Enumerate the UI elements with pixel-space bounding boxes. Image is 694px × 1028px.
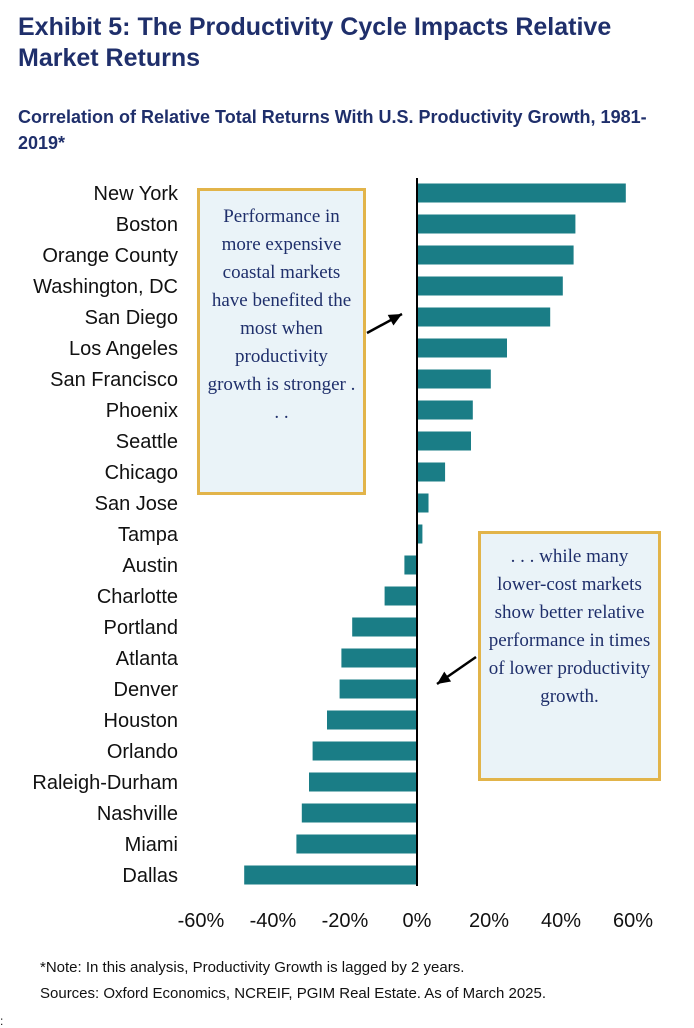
category-label: Denver (114, 679, 179, 701)
x-tick-label: 40% (541, 910, 581, 932)
bar-austin (404, 555, 417, 575)
x-tick-label: 60% (613, 910, 653, 932)
category-label: Atlanta (116, 648, 179, 670)
category-label: Austin (122, 555, 178, 577)
bar-dallas (244, 865, 417, 885)
bar-new-york (417, 183, 626, 203)
category-label: Orange County (42, 245, 178, 267)
bar-washington-dc (417, 276, 563, 296)
x-tick-label: 20% (469, 910, 509, 932)
category-label: San Jose (95, 493, 178, 515)
bar-orlando (312, 741, 417, 761)
category-label: Seattle (116, 431, 178, 453)
category-label: Portland (104, 617, 179, 639)
bar-tampa (417, 524, 423, 544)
category-label: New York (94, 183, 179, 205)
callout-lower-cost-markets: . . . while many lower-cost markets show… (478, 531, 661, 781)
category-label: Nashville (97, 803, 178, 825)
x-tick-label: 0% (403, 910, 432, 932)
category-label: Orlando (107, 741, 178, 763)
bar-san-diego (417, 307, 551, 327)
category-labels: New York Boston Orange County Washington, D… (32, 183, 179, 887)
callout-arrows (366, 312, 477, 686)
bar-nashville (301, 803, 417, 823)
bar-los-angeles (417, 338, 507, 358)
bar-chicago (417, 462, 446, 482)
bar-phoenix (417, 400, 473, 420)
x-tick-labels: -60% -40% -20% 0% 20% 40% 60% (178, 910, 654, 932)
bar-houston (327, 710, 417, 730)
bar-atlanta (341, 648, 417, 668)
footnote-sources: Sources: Oxford Economics, NCREIF, PGIM … (40, 985, 547, 1002)
category-label: Phoenix (106, 400, 178, 422)
category-label: Los Angeles (69, 338, 178, 360)
x-tick-label: -60% (178, 910, 225, 932)
category-label: Raleigh-Durham (32, 772, 178, 794)
bar-miami (296, 834, 417, 854)
bars-group (244, 183, 626, 885)
page-edge-mark: : (0, 1014, 4, 1028)
bar-raleigh-durham (309, 772, 417, 792)
category-label: Charlotte (97, 586, 178, 608)
category-label: Houston (104, 710, 179, 732)
category-label: San Francisco (50, 369, 178, 391)
category-label: Tampa (118, 524, 179, 546)
bar-portland (352, 617, 417, 637)
bar-orange-county (417, 245, 574, 265)
arrow-lower-cost-icon (436, 655, 477, 686)
chart-title: Exhibit 5: The Productivity Cycle Impact… (18, 13, 612, 72)
chart-subtitle: Correlation of Relative Total Returns Wi… (18, 107, 647, 153)
bar-charlotte (384, 586, 417, 606)
bar-denver (339, 679, 417, 699)
bar-san-francisco (417, 369, 491, 389)
category-label: Chicago (105, 462, 178, 484)
category-label: San Diego (85, 307, 178, 329)
arrow-coastal-icon (366, 312, 403, 335)
category-label: Dallas (122, 865, 178, 887)
category-label: Miami (125, 834, 178, 856)
category-label: Boston (116, 214, 178, 236)
bar-seattle (417, 431, 471, 451)
category-label: Washington, DC (33, 276, 178, 298)
bar-boston (417, 214, 576, 234)
footnote-note: *Note: In this analysis, Productivity Gr… (40, 959, 465, 976)
bar-san-jose (417, 493, 429, 513)
callout-coastal-markets: Performance in more expensive coastal ma… (197, 188, 366, 495)
x-tick-label: -20% (322, 910, 369, 932)
x-tick-label: -40% (250, 910, 297, 932)
